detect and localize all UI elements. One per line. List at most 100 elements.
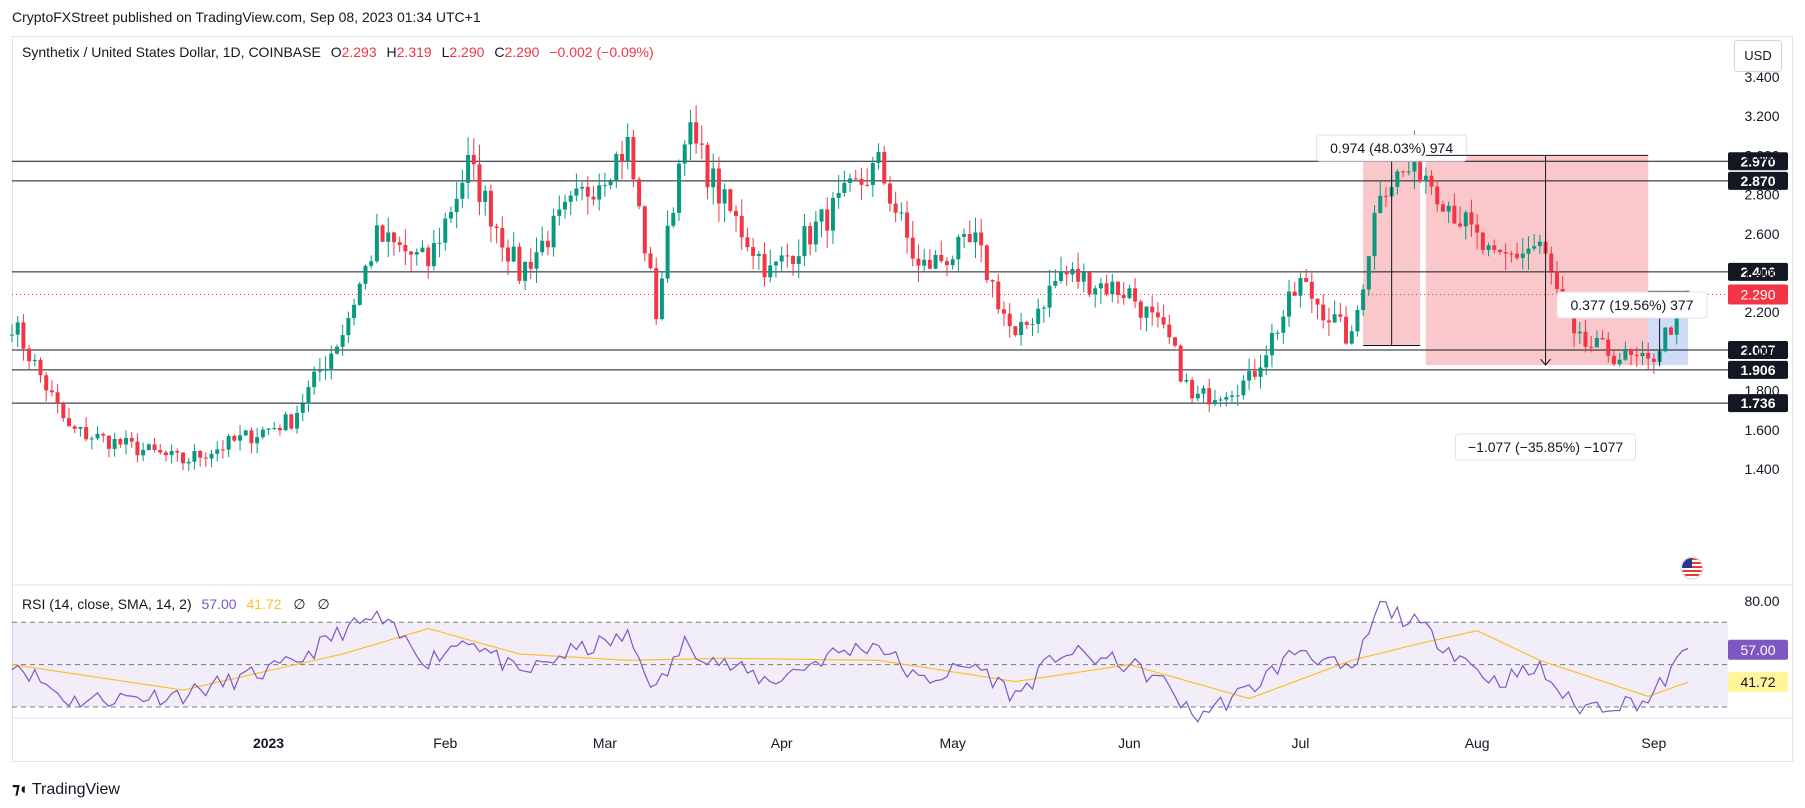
candle: [922, 248, 927, 273]
candle-body: [671, 212, 676, 226]
low-label: L: [441, 44, 450, 60]
candle: [84, 417, 89, 442]
candle-body: [1383, 195, 1388, 197]
candle: [751, 237, 756, 270]
candle: [694, 105, 699, 154]
candle: [488, 184, 493, 243]
candle-body: [1509, 253, 1514, 255]
candle-body: [1047, 285, 1052, 308]
candle: [848, 173, 853, 192]
candle-body: [1110, 281, 1115, 295]
candle-body: [431, 243, 436, 267]
candle: [773, 261, 778, 278]
candle: [1475, 214, 1480, 250]
candle: [454, 181, 459, 229]
candle: [1093, 285, 1098, 308]
candle: [1053, 269, 1058, 289]
tradingview-logo[interactable]: ⁊◖ TradingView: [12, 779, 120, 799]
candle-body: [1212, 400, 1217, 405]
candle: [1127, 284, 1132, 300]
candle-body: [745, 237, 750, 248]
candle-body: [323, 368, 328, 371]
candle: [1646, 342, 1651, 370]
candle: [996, 273, 1001, 314]
candle-body: [1036, 308, 1041, 324]
candle: [1583, 319, 1588, 353]
candle-body: [255, 437, 260, 444]
candle: [1070, 262, 1075, 283]
candle-body: [1372, 212, 1377, 257]
candle-body: [1423, 175, 1428, 180]
candle: [1030, 317, 1035, 337]
candle-body: [500, 227, 505, 248]
candle-body: [1629, 349, 1634, 355]
candle-body: [545, 240, 550, 248]
us-flag-icon[interactable]: [1680, 556, 1704, 580]
candle: [163, 450, 168, 462]
candle: [602, 172, 607, 197]
rsi-header: RSI (14, close, SMA, 14, 2) 57.00 41.72 …: [22, 596, 330, 613]
candle-body: [32, 359, 37, 362]
candle-body: [551, 215, 556, 248]
price-tick-label: 3.000: [1744, 147, 1779, 163]
candle-body: [169, 450, 174, 456]
time-tick-label: 2023: [253, 735, 284, 751]
candle-body: [511, 246, 516, 262]
candle: [1207, 378, 1212, 413]
candle-body: [688, 122, 693, 145]
candle: [460, 169, 465, 209]
price-tick-label: 3.200: [1744, 108, 1779, 124]
candle: [905, 200, 910, 254]
candle: [648, 246, 653, 270]
candle: [249, 427, 254, 454]
candle-body: [916, 258, 921, 266]
candle-body: [95, 433, 100, 439]
candle: [637, 176, 642, 210]
candle-body: [1019, 322, 1024, 336]
candle-body: [198, 451, 203, 458]
candle: [289, 413, 294, 430]
candle-body: [984, 245, 989, 281]
candle: [591, 185, 596, 206]
current-price-box: [1728, 284, 1788, 305]
level-label-box: [1728, 152, 1788, 171]
candle: [1526, 236, 1531, 270]
candle-body: [1218, 399, 1223, 401]
measurement-tools: 0.974 (48.03%) 974 −1.077 (−35.85%) −1077…: [1316, 134, 1708, 461]
candle-body: [1338, 314, 1343, 317]
currency-button[interactable]: USD: [1734, 40, 1782, 72]
candle: [1594, 330, 1599, 348]
candle: [283, 411, 288, 431]
candle: [813, 211, 818, 253]
candle-body: [1013, 326, 1018, 336]
candle-body: [631, 136, 636, 180]
time-tick-label: Jul: [1291, 735, 1309, 751]
candle: [563, 194, 567, 219]
candle-body: [813, 221, 818, 245]
candle-body: [876, 151, 881, 164]
candle: [1218, 396, 1223, 407]
candle: [306, 380, 311, 412]
candle-body: [374, 225, 379, 262]
tradingview-logo-icon: ⁊◖: [12, 781, 28, 798]
candle-body: [1007, 313, 1012, 327]
candle: [312, 366, 317, 395]
candle: [209, 449, 214, 468]
candle-body: [1537, 241, 1542, 247]
candle-body: [791, 255, 796, 265]
candle-body: [1583, 331, 1588, 347]
candle-body: [785, 255, 790, 257]
candle: [220, 440, 225, 459]
price-tick-label: 2.200: [1744, 304, 1779, 320]
candle: [1469, 199, 1474, 237]
candle: [146, 443, 151, 451]
candle: [1195, 385, 1200, 402]
rsi-value: 57.00: [201, 596, 237, 612]
level-label: 1.736: [1740, 395, 1775, 411]
candle-body: [1224, 396, 1229, 400]
candle: [1190, 377, 1195, 403]
candle: [1292, 281, 1297, 296]
candle-body: [580, 186, 585, 189]
candle-body: [1634, 354, 1639, 357]
